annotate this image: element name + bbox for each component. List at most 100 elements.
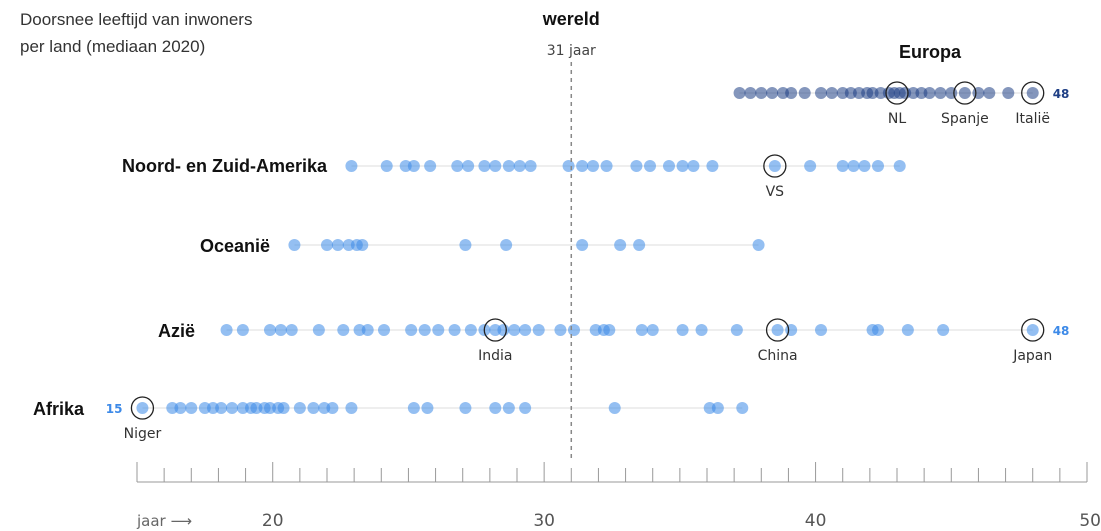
region-label: Noord- en Zuid-Amerika xyxy=(122,156,328,176)
data-point xyxy=(924,87,936,99)
data-point xyxy=(503,402,515,414)
data-point xyxy=(264,324,276,336)
data-point xyxy=(345,402,357,414)
data-point xyxy=(408,160,420,172)
data-point xyxy=(381,160,393,172)
data-point xyxy=(278,402,290,414)
data-point xyxy=(525,160,537,172)
country-label-vs: VS xyxy=(766,184,785,200)
region-label: Oceanië xyxy=(200,236,270,256)
region-row-noord-en-zuid-amerika: Noord- en Zuid-Amerika VS xyxy=(122,155,906,200)
data-point xyxy=(563,160,575,172)
data-point xyxy=(321,239,333,251)
world-label: wereld xyxy=(542,9,600,29)
data-point xyxy=(736,402,748,414)
data-point xyxy=(609,402,621,414)
data-point xyxy=(731,324,743,336)
data-point xyxy=(614,239,626,251)
data-point xyxy=(136,402,148,414)
data-point xyxy=(945,87,957,99)
data-point xyxy=(983,87,995,99)
data-point xyxy=(1027,324,1039,336)
data-point xyxy=(419,324,431,336)
data-point xyxy=(894,160,906,172)
data-point xyxy=(449,324,461,336)
data-point xyxy=(633,239,645,251)
country-label-china: China xyxy=(758,348,798,364)
data-point xyxy=(275,324,287,336)
data-point xyxy=(872,324,884,336)
tick-label-30: 30 xyxy=(533,511,555,531)
data-point xyxy=(902,324,914,336)
data-point xyxy=(408,402,420,414)
x-axis-title: jaar ⟶ xyxy=(136,512,192,530)
data-point xyxy=(687,160,699,172)
data-point xyxy=(489,160,501,172)
data-point xyxy=(215,402,227,414)
data-point xyxy=(500,239,512,251)
data-point xyxy=(858,160,870,172)
data-point xyxy=(465,324,477,336)
data-point xyxy=(451,160,463,172)
data-point xyxy=(837,160,849,172)
data-point xyxy=(286,324,298,336)
data-point xyxy=(712,402,724,414)
data-point xyxy=(576,160,588,172)
data-point xyxy=(937,324,949,336)
region-label: Afrika xyxy=(33,399,85,419)
data-point xyxy=(826,87,838,99)
world-median-value: 31 jaar xyxy=(547,43,596,59)
data-point xyxy=(226,402,238,414)
data-point xyxy=(959,87,971,99)
data-point xyxy=(533,324,545,336)
data-point xyxy=(815,324,827,336)
data-point xyxy=(313,324,325,336)
data-point xyxy=(174,402,186,414)
data-point xyxy=(307,402,319,414)
data-point xyxy=(753,239,765,251)
data-point xyxy=(755,87,767,99)
data-point xyxy=(432,324,444,336)
data-point xyxy=(405,324,417,336)
data-point xyxy=(972,87,984,99)
data-point xyxy=(221,324,233,336)
data-point xyxy=(815,87,827,99)
data-point xyxy=(804,160,816,172)
data-point xyxy=(514,160,526,172)
data-point xyxy=(294,402,306,414)
data-point xyxy=(554,324,566,336)
data-point xyxy=(644,160,656,172)
subtitle-line-2: per land (mediaan 2020) xyxy=(20,37,205,56)
data-point xyxy=(706,160,718,172)
data-point xyxy=(362,324,374,336)
data-point xyxy=(237,324,249,336)
data-point xyxy=(568,324,580,336)
data-point xyxy=(424,160,436,172)
max-value-label: 48 xyxy=(1053,87,1070,101)
data-point xyxy=(356,239,368,251)
data-point xyxy=(785,87,797,99)
data-point xyxy=(848,160,860,172)
data-point xyxy=(185,402,197,414)
data-point xyxy=(934,87,946,99)
data-point xyxy=(576,239,588,251)
data-point xyxy=(696,324,708,336)
country-label-india: India xyxy=(478,348,512,364)
data-point xyxy=(769,160,781,172)
region-label: Europa xyxy=(899,42,962,62)
data-point xyxy=(677,324,689,336)
tick-label-40: 40 xyxy=(805,511,827,531)
min-value-label: 15 xyxy=(106,402,123,416)
country-label-itali: Italië xyxy=(1015,111,1050,127)
data-point xyxy=(489,402,501,414)
data-point xyxy=(519,402,531,414)
data-point xyxy=(744,87,756,99)
data-point xyxy=(378,324,390,336)
data-point xyxy=(772,324,784,336)
data-point xyxy=(799,87,811,99)
data-point xyxy=(326,402,338,414)
data-point xyxy=(1027,87,1039,99)
